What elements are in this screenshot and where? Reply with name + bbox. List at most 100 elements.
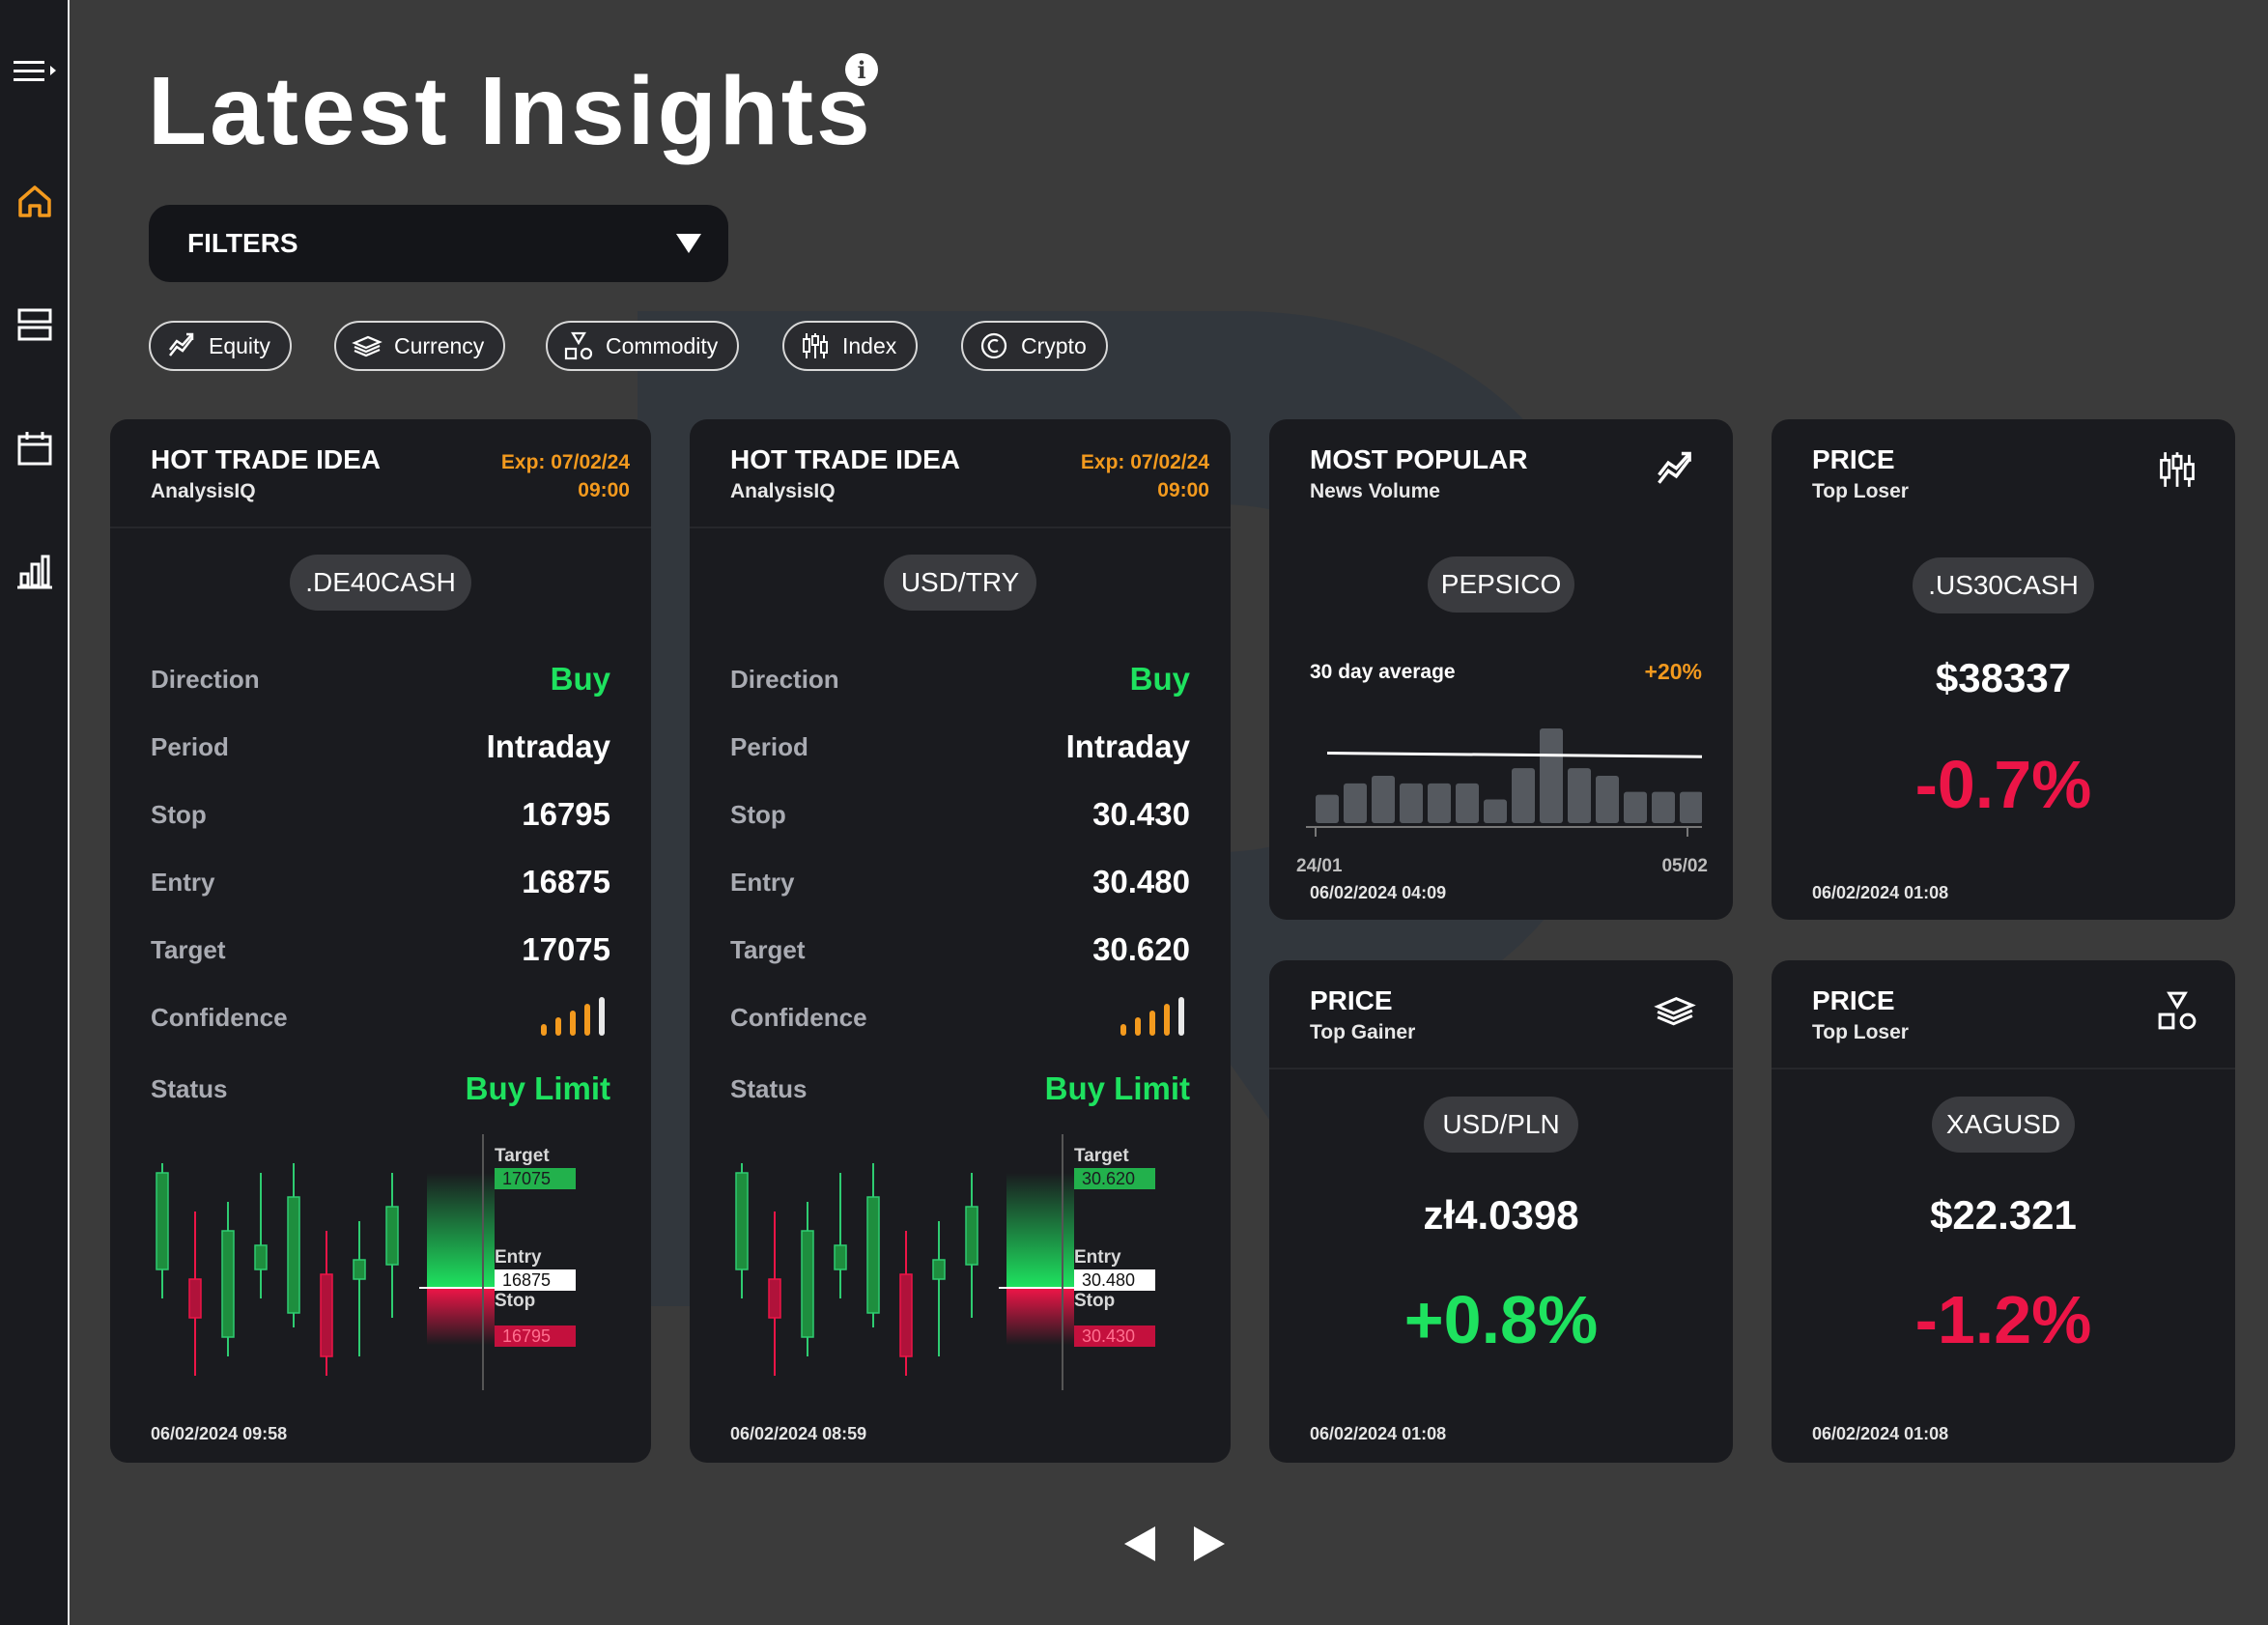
instrument-pill[interactable]: PEPSICO	[1428, 556, 1574, 613]
home-icon[interactable]	[12, 178, 58, 224]
target-value: 17075	[522, 931, 610, 967]
most-popular-card[interactable]: MOST POPULAR News Volume PEPSICO 30 day …	[1269, 419, 1733, 920]
direction-label: Direction	[151, 665, 260, 694]
x-axis-end: 05/02	[1661, 856, 1708, 876]
instrument-pill[interactable]: USD/TRY	[884, 555, 1036, 611]
card-header: MOST POPULAR News Volume	[1269, 419, 1733, 528]
trade-idea-card[interactable]: HOT TRADE IDEA AnalysisIQ Exp: 07/02/24 …	[690, 419, 1231, 1463]
confidence-bar	[570, 1011, 576, 1036]
page-title: Latest Insights	[148, 57, 873, 165]
direction-label: Direction	[730, 665, 839, 694]
volume-bar	[1456, 783, 1479, 823]
trade-idea-card[interactable]: HOT TRADE IDEA AnalysisIQ Exp: 07/02/24 …	[110, 419, 651, 1463]
candle-body	[254, 1244, 268, 1270]
chip-label: Equity	[209, 332, 270, 358]
card-title: HOT TRADE IDEA	[151, 444, 381, 474]
card-header: PRICE Top Loser	[1772, 419, 2235, 528]
period-value: Intraday	[486, 728, 610, 764]
direction-value: Buy	[1129, 661, 1190, 697]
instrument-pill[interactable]: USD/PLN	[1424, 1097, 1578, 1153]
caret-down-icon	[676, 234, 701, 253]
price-level-label: Target	[1074, 1146, 1129, 1166]
menu-icon[interactable]	[12, 48, 58, 95]
chip-index[interactable]: Index	[782, 321, 919, 371]
card-timestamp: 06/02/2024 09:58	[151, 1424, 288, 1443]
volume-bar	[1652, 791, 1675, 823]
candle-body	[353, 1259, 366, 1280]
candle-body	[735, 1172, 749, 1270]
chip-currency[interactable]: Currency	[334, 321, 506, 371]
previous-arrow-icon[interactable]	[1124, 1526, 1155, 1561]
confidence-bar	[584, 1004, 590, 1036]
volume-bar	[1680, 791, 1702, 823]
card-source: AnalysisIQ	[151, 480, 256, 502]
confidence-bar	[555, 1017, 561, 1036]
instrument-pill[interactable]: .US30CASH	[1913, 557, 2094, 613]
volume-bar	[1344, 783, 1367, 823]
card-timestamp: 06/02/2024 01:08	[1812, 1424, 1949, 1443]
instrument-pill[interactable]: XAGUSD	[1932, 1097, 2075, 1153]
entry-label: Entry	[151, 868, 215, 897]
status-label: Status	[730, 1074, 808, 1103]
price-value: zł4.0398	[1423, 1192, 1579, 1238]
volume-bar	[1624, 791, 1647, 823]
card-title: MOST POPULAR	[1310, 444, 1528, 474]
card-timestamp: 06/02/2024 01:08	[1812, 883, 1949, 902]
card-header: PRICE Top Loser	[1772, 960, 2235, 1069]
price-change: -1.2%	[1914, 1282, 2092, 1357]
candle-body	[287, 1196, 300, 1314]
candle-body	[866, 1196, 880, 1314]
candle-body	[188, 1278, 202, 1319]
price-level-badge	[495, 1168, 576, 1189]
price-level-value: 16875	[502, 1270, 551, 1290]
average-label: 30 day average	[1310, 661, 1456, 683]
next-arrow-icon[interactable]	[1194, 1526, 1225, 1561]
candles	[156, 1163, 399, 1376]
candle-body	[385, 1206, 399, 1266]
confidence-bar	[1178, 997, 1184, 1036]
filters-dropdown[interactable]: FILTERS	[149, 205, 728, 282]
price-card[interactable]: PRICE Top Gainer USD/PLN zł4.0398 +0.8% …	[1269, 960, 1733, 1463]
card-subtitle: Top Loser	[1812, 1021, 1909, 1043]
confidence-label: Confidence	[151, 1003, 288, 1032]
price-level-label: Entry	[1074, 1247, 1121, 1268]
price-level-label: Stop	[1074, 1291, 1115, 1311]
chip-commodity[interactable]: Commodity	[546, 321, 740, 371]
status-value: Buy Limit	[465, 1070, 610, 1106]
chart-icon[interactable]	[12, 549, 58, 595]
news-volume-chart	[1306, 728, 1702, 837]
price-level-value: 17075	[502, 1169, 551, 1188]
filters-label: FILTERS	[187, 228, 298, 258]
volume-bar	[1540, 728, 1563, 823]
chip-label: Crypto	[1021, 332, 1087, 358]
expiry-time: 09:00	[1157, 479, 1209, 501]
price-level-value: 16795	[502, 1326, 551, 1346]
chip-crypto[interactable]: Crypto	[961, 321, 1108, 371]
instrument-pill[interactable]: .DE40CASH	[290, 555, 471, 611]
card-timestamp: 06/02/2024 01:08	[1310, 1424, 1447, 1443]
price-level-label: Entry	[495, 1247, 542, 1268]
volume-bar	[1428, 783, 1451, 823]
candles	[735, 1163, 978, 1376]
price-card[interactable]: PRICE Top Loser XAGUSD $22.321 -1.2% 06/…	[1772, 960, 2235, 1463]
confidence-label: Confidence	[730, 1003, 867, 1032]
chip-equity[interactable]: Equity	[149, 321, 292, 371]
stop-label: Stop	[730, 800, 786, 829]
price-level-badge	[1074, 1269, 1155, 1291]
card-header: HOT TRADE IDEA AnalysisIQ Exp: 07/02/24 …	[110, 419, 651, 528]
info-icon[interactable]: i	[845, 53, 878, 86]
target-zone	[427, 1173, 495, 1287]
candle-body	[899, 1273, 913, 1357]
list-icon[interactable]	[12, 301, 58, 348]
confidence-meter	[541, 997, 605, 1036]
sidebar	[0, 0, 70, 1625]
calendar-icon[interactable]	[12, 425, 58, 471]
chip-label: Currency	[394, 332, 485, 358]
period-label: Period	[730, 732, 808, 761]
stop-zone	[427, 1289, 495, 1345]
banknote-icon	[1654, 996, 1696, 1026]
confidence-bar	[1164, 1004, 1170, 1036]
confidence-bar	[1135, 1017, 1141, 1036]
price-card[interactable]: PRICE Top Loser .US30CASH $38337 -0.7% 0…	[1772, 419, 2235, 920]
